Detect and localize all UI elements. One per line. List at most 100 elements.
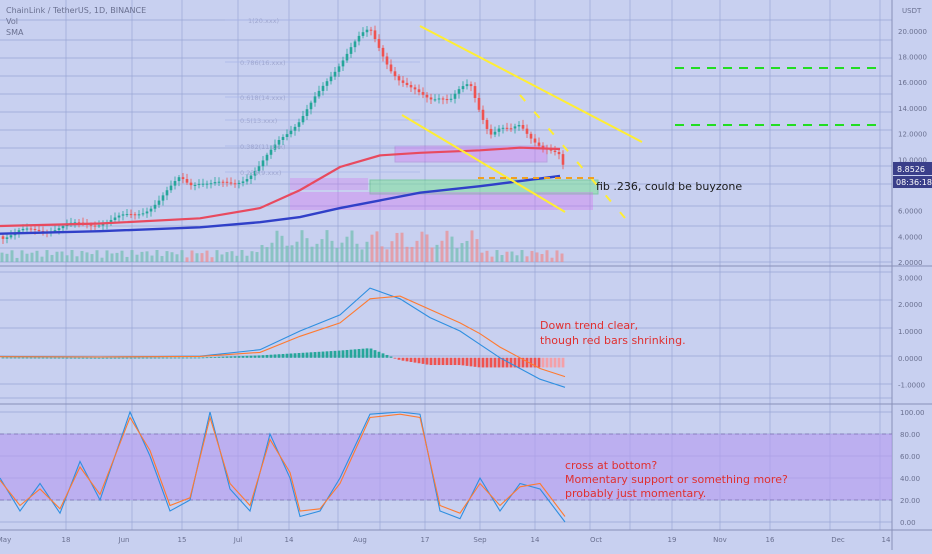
volume-bar [315, 243, 319, 262]
candle-body [301, 115, 305, 123]
candle-body [485, 119, 489, 129]
macd-histogram-bar [209, 357, 213, 358]
stoch-tick-label: 80.00 [900, 431, 920, 439]
macd-histogram-bar [473, 357, 477, 367]
candle-body [561, 154, 565, 165]
volume-bar [510, 251, 514, 262]
candle-body [157, 200, 161, 205]
macd-histogram-bar [229, 356, 233, 358]
volume-bar [410, 246, 414, 262]
time-tick-label: 15 [178, 536, 187, 544]
candle-body [173, 181, 177, 186]
macd-histogram-bar [349, 349, 353, 358]
last-price-value: 8.8526 [897, 165, 925, 174]
macd-histogram-bar [269, 354, 273, 358]
volume-bar [385, 249, 389, 262]
volume-bar [415, 240, 419, 262]
macd-histogram-bar [401, 357, 405, 361]
macd-histogram-bar [301, 352, 305, 358]
candle-body [441, 98, 445, 100]
macd-histogram-bar [33, 357, 37, 359]
indicator-lines [0, 146, 566, 523]
candle-body [241, 181, 245, 183]
volume-bar [435, 244, 439, 262]
volume-bar [20, 250, 24, 262]
volume-bar [220, 254, 224, 262]
volume-bar [195, 253, 199, 262]
candle-body [505, 127, 509, 129]
volume-bar [550, 257, 554, 262]
macd-histogram-bar [465, 357, 469, 366]
indicator-sma-label: SMA [6, 28, 24, 37]
macd-histogram-bar [65, 357, 69, 359]
macd-tick-label: -1.0000 [898, 382, 925, 390]
volume-bar [340, 242, 344, 262]
candle-body [61, 226, 65, 229]
candle-body [201, 183, 205, 185]
volume-bar [225, 252, 229, 262]
macd-histogram-bar [513, 357, 517, 368]
macd-histogram-bar [365, 348, 369, 358]
volume-bar [185, 257, 189, 262]
volume-bar [300, 230, 304, 262]
candle-body [401, 80, 405, 83]
candle-body [257, 166, 261, 171]
candle-body [525, 128, 529, 134]
candle-body [149, 208, 153, 212]
volume-bar [150, 255, 154, 262]
macd-histogram-bar [169, 357, 173, 359]
candle-body [113, 217, 117, 220]
macd-histogram-bar [429, 357, 433, 366]
macd-histogram-bar [233, 356, 237, 358]
volume-bar [215, 250, 219, 262]
zones [0, 19, 892, 501]
candle-body [193, 184, 197, 186]
candle-body [385, 56, 389, 65]
macd-histogram-bar [73, 357, 77, 359]
candle-body [449, 98, 453, 100]
candle-body [353, 41, 357, 48]
macd-histogram-bar [213, 357, 217, 358]
volume-bar [270, 242, 274, 262]
volume-bar [45, 250, 49, 262]
candle-body [137, 214, 141, 216]
time-tick-label: May [0, 536, 11, 544]
candle-body [437, 98, 441, 100]
macd-histogram-bar [505, 357, 509, 368]
candle-body [117, 215, 121, 218]
candle-body [405, 82, 409, 86]
volume-bar [560, 253, 564, 262]
volume-bar [445, 230, 449, 262]
macd-histogram-bar [289, 353, 293, 358]
last-price-tag [893, 162, 932, 175]
volume-bar [115, 252, 119, 262]
volume-bar [85, 252, 89, 262]
candle-body [97, 225, 101, 227]
stoch-note-line-2: Momentary support or something more? [565, 473, 788, 486]
macd-histogram-bar [157, 357, 161, 359]
volume-bar [40, 256, 44, 262]
volume-bar [475, 239, 479, 262]
candle-body [433, 99, 437, 101]
macd-histogram-bar [481, 357, 485, 368]
volume-bar [60, 251, 64, 262]
candle-body [73, 222, 77, 224]
volume-bar [50, 254, 54, 262]
macd-histogram-bar [493, 357, 497, 368]
macd-histogram-bar [217, 356, 221, 358]
time-tick-label: 18 [62, 536, 71, 544]
price-tick-label: 20.0000 [898, 28, 927, 36]
volume-bar [490, 256, 494, 262]
macd-histogram-bar [517, 357, 521, 368]
candle-body [349, 47, 353, 54]
candle-body [325, 81, 329, 86]
macd-histogram-bar [445, 357, 449, 366]
stoch-note-line-3: probably just momentary. [565, 487, 706, 500]
candle-body [429, 97, 433, 100]
macd-histogram-bar [9, 357, 13, 359]
stoch-d-line [0, 413, 566, 517]
macd-histogram-bar [545, 357, 549, 368]
macd-histogram-bar [345, 349, 349, 358]
volume-bar [515, 255, 519, 262]
